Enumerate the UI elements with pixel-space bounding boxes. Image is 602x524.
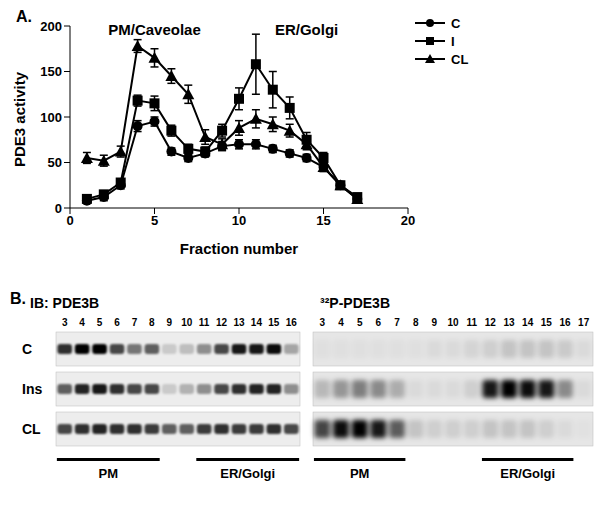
svg-text:4: 4	[79, 317, 85, 328]
svg-text:10: 10	[181, 317, 193, 328]
svg-text:PM: PM	[99, 466, 119, 481]
html-text:C: C	[451, 15, 461, 31]
svg-text:0: 0	[55, 201, 62, 216]
svg-text:Fraction number: Fraction number	[180, 240, 299, 257]
svg-text:8: 8	[149, 317, 155, 328]
svg-text:7: 7	[132, 317, 138, 328]
svg-text:14: 14	[522, 317, 534, 328]
svg-text:12: 12	[485, 317, 497, 328]
svg-text:7: 7	[394, 317, 400, 328]
svg-text:Ins: Ins	[22, 381, 42, 397]
svg-text:5: 5	[151, 213, 158, 228]
svg-text:PM/Caveolae: PM/Caveolae	[108, 21, 201, 38]
svg-text:13: 13	[233, 317, 245, 328]
svg-text:9: 9	[432, 317, 438, 328]
svg-text:50: 50	[48, 155, 62, 170]
svg-text:CL: CL	[22, 421, 41, 437]
svg-text:IB: PDE3B: IB: PDE3B	[30, 295, 99, 311]
svg-text:8: 8	[413, 317, 419, 328]
svg-text:ER/Golgi: ER/Golgi	[220, 466, 275, 481]
svg-text:100: 100	[40, 110, 62, 125]
svg-text:5: 5	[97, 317, 103, 328]
svg-text:ER/Golgi: ER/Golgi	[275, 21, 338, 38]
svg-text:14: 14	[251, 317, 263, 328]
svg-text:0: 0	[66, 213, 73, 228]
svg-text:3: 3	[62, 317, 68, 328]
svg-text:10: 10	[447, 317, 459, 328]
html-text:CL: CL	[451, 51, 469, 67]
svg-text:PM: PM	[350, 466, 370, 481]
svg-text:17: 17	[578, 317, 590, 328]
svg-text:ER/Golgi: ER/Golgi	[500, 466, 555, 481]
svg-text:16: 16	[559, 317, 571, 328]
svg-text:11: 11	[466, 317, 477, 328]
html-text:A.: A.	[16, 8, 32, 25]
svg-text:12: 12	[216, 317, 228, 328]
svg-text:13: 13	[503, 317, 515, 328]
html-text:I: I	[451, 33, 455, 49]
svg-text:5: 5	[357, 317, 363, 328]
svg-text:15: 15	[541, 317, 553, 328]
svg-text:16: 16	[286, 317, 298, 328]
svg-text:3: 3	[320, 317, 326, 328]
svg-text:PDE3 activity: PDE3 activity	[11, 71, 28, 167]
svg-text:15: 15	[316, 213, 330, 228]
svg-text:9: 9	[167, 317, 173, 328]
svg-text:B.: B.	[10, 290, 26, 307]
svg-text:150: 150	[40, 64, 62, 79]
svg-text:C: C	[22, 341, 32, 357]
svg-text:11: 11	[199, 317, 210, 328]
svg-text:³²P-PDE3B: ³²P-PDE3B	[320, 295, 390, 311]
svg-text:6: 6	[376, 317, 382, 328]
svg-text:20: 20	[401, 213, 415, 228]
svg-text:6: 6	[114, 317, 120, 328]
svg-text:4: 4	[338, 317, 344, 328]
svg-text:15: 15	[268, 317, 280, 328]
svg-text:200: 200	[40, 19, 62, 34]
svg-text:10: 10	[232, 213, 246, 228]
